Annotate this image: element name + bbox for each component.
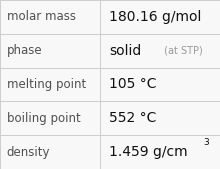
Text: phase: phase (7, 44, 42, 57)
Text: melting point: melting point (7, 78, 86, 91)
Text: density: density (7, 146, 50, 159)
Text: 3: 3 (204, 138, 209, 147)
Text: 105 °C: 105 °C (109, 78, 156, 91)
Text: solid: solid (109, 44, 141, 58)
Text: 552 °C: 552 °C (109, 111, 156, 125)
Text: molar mass: molar mass (7, 10, 76, 23)
Text: 180.16 g/mol: 180.16 g/mol (109, 10, 201, 24)
Text: (at STP): (at STP) (161, 46, 202, 56)
Text: boiling point: boiling point (7, 112, 80, 125)
Text: 1.459 g/cm: 1.459 g/cm (109, 145, 187, 159)
